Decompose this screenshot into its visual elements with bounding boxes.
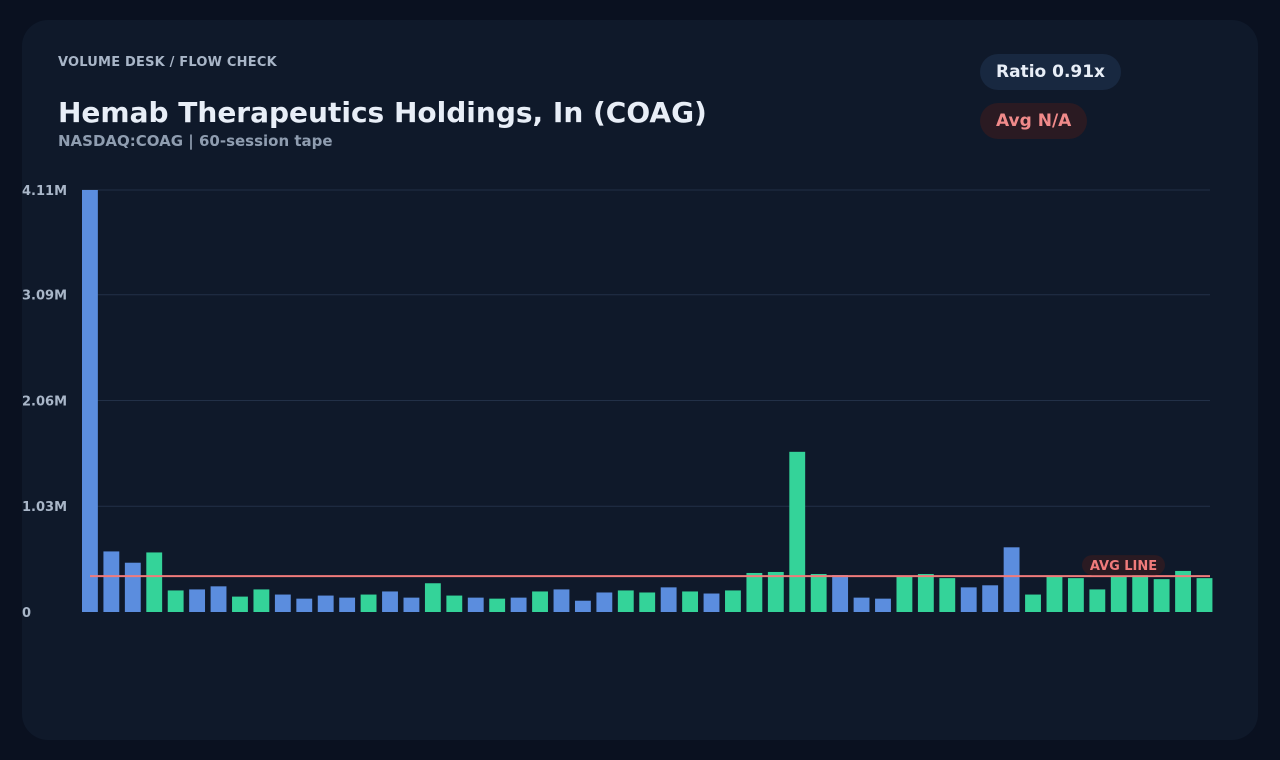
volume-bar	[1175, 570, 1191, 612]
volume-bar	[189, 589, 206, 612]
y-tick-label: 4.11M	[22, 184, 67, 199]
volume-bar	[553, 589, 570, 612]
y-tick-label: 0	[22, 606, 31, 621]
volume-bar	[596, 592, 613, 612]
volume-bar	[917, 574, 934, 612]
avg-line-layer: AVG LINE	[90, 555, 1210, 578]
volume-bar	[1153, 579, 1170, 612]
volume-bar	[424, 583, 441, 612]
volume-bar	[124, 562, 141, 612]
volume-bar	[403, 597, 420, 612]
volume-bar	[210, 586, 227, 612]
volume-bar	[167, 590, 184, 612]
volume-bar	[660, 587, 677, 612]
volume-bar	[853, 597, 870, 612]
volume-bar	[1067, 578, 1084, 612]
volume-bar	[1110, 576, 1127, 612]
avg-line-label: AVG LINE	[1090, 559, 1157, 574]
volume-bar	[574, 600, 591, 612]
page-subtitle: NASDAQ:COAG | 60-session tape	[58, 132, 333, 150]
volume-bar	[832, 575, 849, 612]
volume-bar	[789, 451, 806, 612]
page-title: Hemab Therapeutics Holdings, In (COAG)	[58, 96, 707, 129]
bars-layer	[82, 190, 1213, 612]
volume-bar	[896, 576, 913, 612]
y-tick-label: 3.09M	[22, 289, 67, 304]
volume-bar	[617, 590, 634, 612]
chart-card	[22, 20, 1258, 740]
volume-bar	[103, 551, 120, 612]
volume-bar	[232, 596, 248, 612]
y-tick-label: 2.06M	[22, 394, 67, 409]
volume-bar	[532, 591, 548, 612]
volume-bar	[1025, 594, 1041, 612]
volume-bar	[725, 590, 741, 612]
desk-kicker: VOLUME DESK / FLOW CHECK	[58, 55, 277, 70]
volume-bar	[639, 592, 656, 612]
volume-bar	[360, 594, 377, 612]
y-axis-ticks: 0 1.03M 2.06M 3.09M 4.11M	[22, 184, 67, 621]
volume-bar	[274, 594, 291, 612]
volume-bar	[467, 597, 484, 612]
grid-layer	[82, 189, 1210, 507]
volume-bar	[682, 591, 699, 612]
volume-bar	[1132, 575, 1149, 612]
volume-bar	[510, 597, 527, 612]
avg-badge: Avg N/A	[980, 103, 1088, 139]
volume-bar	[982, 585, 999, 612]
y-tick-label: 1.03M	[22, 500, 67, 515]
volume-bar	[939, 578, 956, 612]
volume-bar	[339, 597, 356, 612]
volume-bar	[810, 574, 827, 612]
volume-bar	[703, 593, 720, 612]
volume-bar	[382, 591, 398, 612]
volume-bar	[1196, 578, 1213, 612]
volume-bar	[1046, 576, 1063, 612]
volume-bar	[960, 587, 977, 612]
volume-bar	[317, 595, 334, 612]
avg-line-label-bg	[1082, 555, 1165, 576]
volume-bar	[82, 190, 98, 612]
volume-bar	[1003, 547, 1020, 612]
volume-bar	[146, 552, 163, 612]
ratio-badge: Ratio 0.91x	[980, 54, 1122, 90]
volume-bar	[1089, 589, 1106, 612]
volume-bar	[875, 598, 891, 612]
volume-bar	[253, 589, 270, 612]
volume-bar	[767, 571, 784, 612]
volume-bar	[489, 598, 506, 612]
volume-bar	[296, 598, 313, 612]
volume-bar	[746, 572, 763, 612]
volume-bar	[446, 595, 463, 612]
